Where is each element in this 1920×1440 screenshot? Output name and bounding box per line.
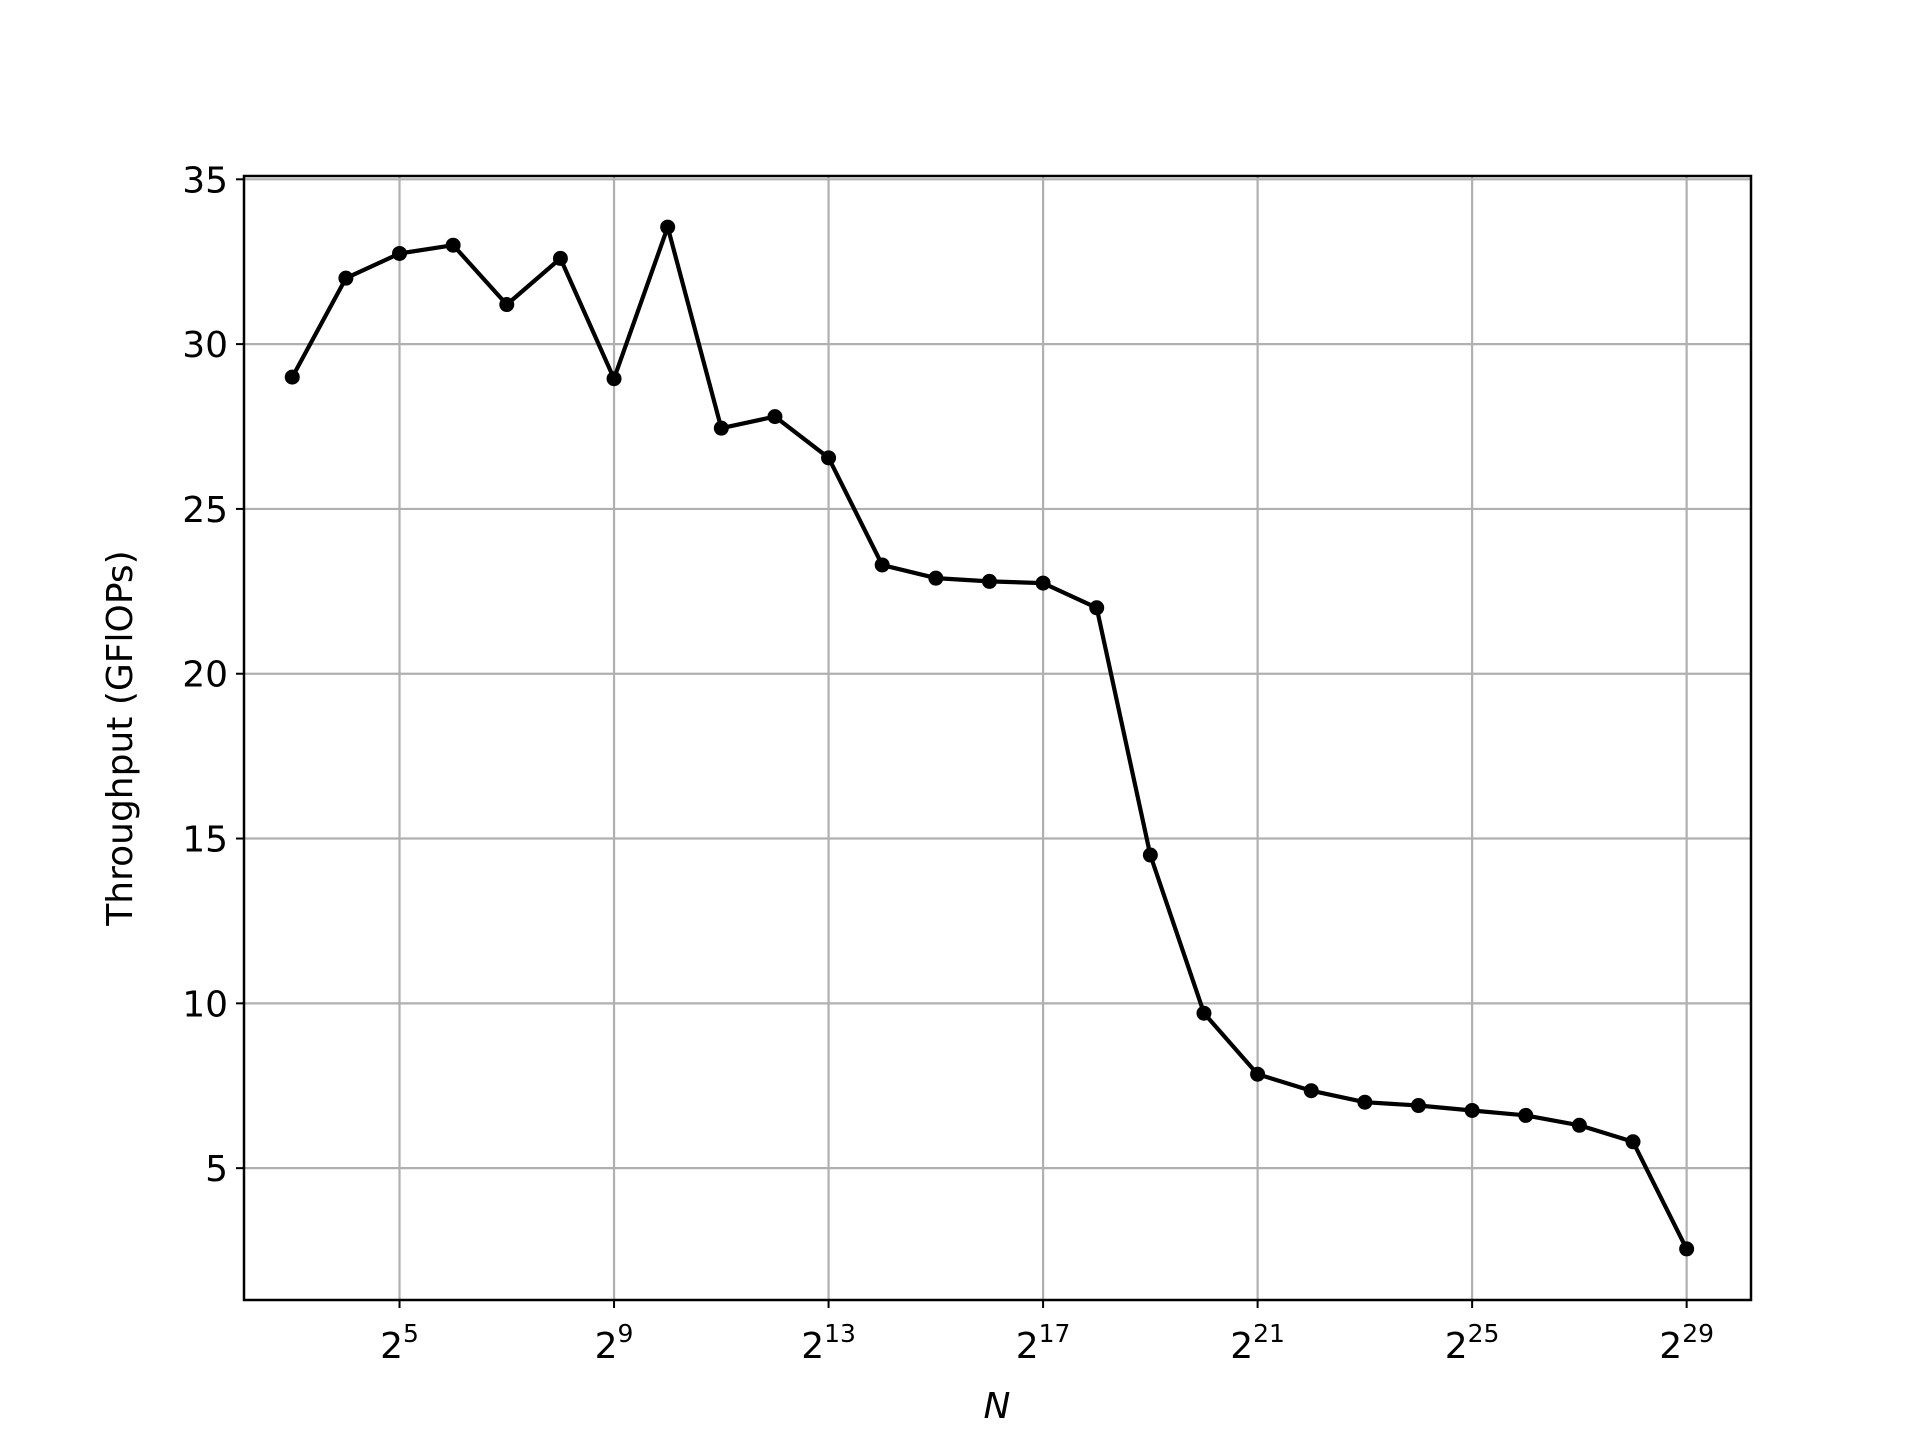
y-tick-label: 10 <box>182 984 228 1025</box>
data-point <box>1464 1102 1480 1118</box>
data-point <box>552 250 568 266</box>
data-point <box>928 570 944 586</box>
y-axis-title: Throughput (GFlOPs) <box>100 550 141 926</box>
x-tick-label: 29 <box>595 1319 634 1367</box>
data-point <box>1250 1066 1266 1082</box>
data-point <box>1142 847 1158 863</box>
x-tick-label: 221 <box>1230 1319 1285 1367</box>
y-tick-label: 35 <box>182 160 228 201</box>
series-line <box>290 225 1689 1250</box>
data-point <box>981 573 997 589</box>
data-point <box>1518 1107 1534 1123</box>
data-point <box>1196 1005 1212 1021</box>
data-point <box>1303 1083 1319 1099</box>
series-line-layer <box>290 225 1689 1250</box>
y-tick-labels: 5 10 15 20 25 30 35 <box>182 160 228 1190</box>
data-point <box>499 297 515 313</box>
data-point <box>874 557 890 573</box>
axis-ticks <box>236 178 1688 1308</box>
data-point <box>606 371 622 387</box>
x-tick-label: 225 <box>1445 1319 1500 1367</box>
x-tick-label: 25 <box>380 1319 419 1367</box>
data-point <box>1089 600 1105 616</box>
data-point <box>1679 1241 1695 1257</box>
data-point <box>713 420 729 436</box>
data-point <box>284 369 300 385</box>
data-point <box>1625 1134 1641 1150</box>
x-tick-label: 213 <box>801 1319 856 1367</box>
x-tick-labels: 25 29 213 217 221 225 229 <box>380 1319 1714 1367</box>
y-tick-label: 15 <box>182 820 228 861</box>
x-tick-label: 217 <box>1016 1319 1071 1367</box>
data-point <box>392 245 408 261</box>
data-point <box>821 450 837 466</box>
y-tick-label: 5 <box>205 1149 228 1190</box>
plot-frame <box>242 174 1753 1302</box>
data-point <box>767 409 783 425</box>
grid-lines <box>244 176 1751 1300</box>
data-points <box>284 219 1695 1257</box>
y-tick-label: 20 <box>182 655 228 696</box>
data-point <box>1571 1117 1587 1133</box>
data-point <box>1410 1098 1426 1114</box>
x-axis-title: N <box>984 1386 1011 1427</box>
x-tick-label: 229 <box>1659 1319 1714 1367</box>
data-point <box>338 270 354 286</box>
data-point <box>1035 575 1051 591</box>
data-point <box>660 219 676 235</box>
y-tick-label: 25 <box>182 490 228 531</box>
data-point <box>1357 1094 1373 1110</box>
data-point <box>445 237 461 253</box>
y-tick-label: 30 <box>182 325 228 366</box>
